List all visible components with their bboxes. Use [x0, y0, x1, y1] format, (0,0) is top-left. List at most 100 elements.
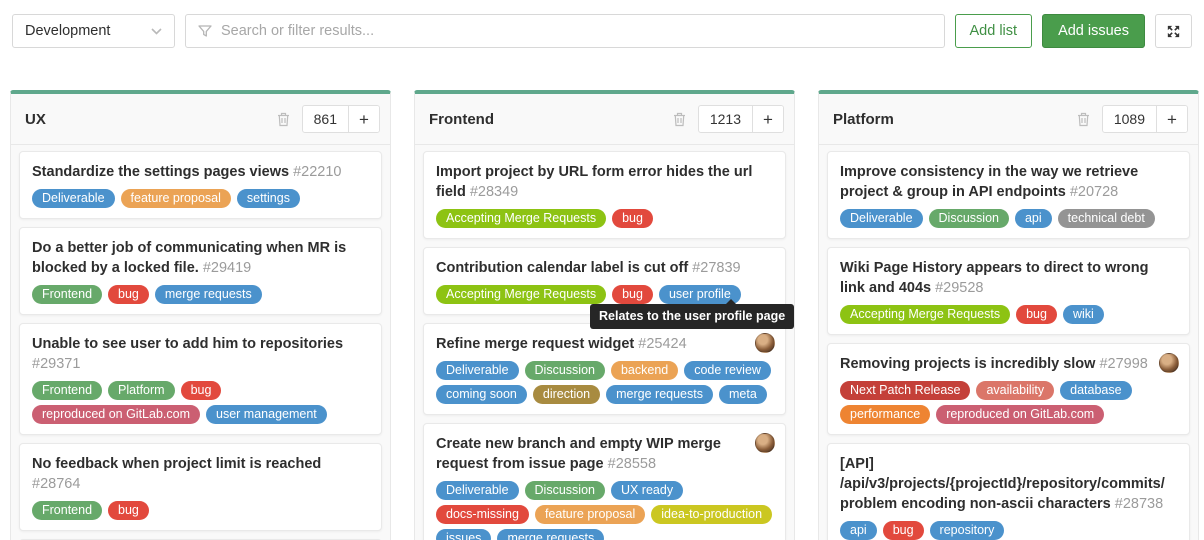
issue-number: #27839 — [692, 260, 741, 276]
card-list[interactable]: Import project by URL form error hides t… — [415, 145, 794, 540]
issue-label[interactable]: meta — [718, 385, 767, 404]
issue-label[interactable]: Frontend — [32, 501, 103, 520]
issue-label[interactable]: Frontend — [32, 285, 103, 304]
issue-label[interactable]: Deliverable — [436, 481, 519, 500]
issue-label[interactable]: bug — [882, 521, 924, 540]
card[interactable]: Wiki Page History appears to direct to w… — [827, 247, 1190, 335]
card-title-row: Import project by URL form error hides t… — [436, 162, 773, 202]
card[interactable]: Standardize the settings pages views #22… — [19, 151, 382, 219]
issue-label[interactable]: code review — [684, 361, 771, 380]
issue-number: #28349 — [469, 184, 519, 200]
issue-label[interactable]: Platform — [108, 381, 175, 400]
assignee-avatar — [755, 433, 775, 453]
card[interactable]: Create new branch and empty WIP merge re… — [423, 423, 786, 540]
issue-label[interactable]: Accepting Merge Requests — [840, 305, 1011, 324]
card[interactable]: [API] /api/v3/projects/{projectId}/repos… — [827, 443, 1190, 540]
issue-label[interactable]: direction — [532, 385, 601, 404]
issue-label[interactable]: idea-to-production — [651, 505, 773, 524]
issue-label[interactable]: Frontend — [32, 381, 103, 400]
delete-list-button[interactable] — [671, 110, 688, 129]
issue-label[interactable]: repository — [929, 521, 1005, 540]
issue-label[interactable]: issues — [436, 529, 492, 540]
issue-label[interactable]: reproduced on GitLab.com — [32, 405, 201, 424]
issue-label[interactable]: Accepting Merge Requests — [436, 285, 607, 304]
issue-number: #29371 — [32, 356, 81, 372]
card-title: Create new branch and empty WIP merge re… — [436, 436, 721, 472]
add-issues-button[interactable]: Add issues — [1042, 14, 1145, 48]
label-list: Accepting Merge Requests bug wiki — [840, 305, 1177, 324]
search-bar[interactable] — [185, 14, 945, 48]
board-switcher-value: Development — [25, 23, 111, 39]
issue-label[interactable]: bug — [612, 285, 653, 304]
issue-label[interactable]: Deliverable — [436, 361, 519, 380]
search-input[interactable] — [221, 23, 932, 39]
issue-label[interactable]: database — [1060, 381, 1132, 400]
issue-label[interactable]: technical debt — [1057, 209, 1155, 228]
fullscreen-button[interactable] — [1155, 14, 1192, 48]
add-list-button[interactable]: Add list — [954, 14, 1033, 48]
card-title-row: Improve consistency in the way we retrie… — [840, 162, 1177, 202]
issue-label[interactable]: backend — [610, 361, 679, 380]
issue-label[interactable]: docs-missing — [436, 505, 529, 524]
add-issue-button[interactable]: + — [1157, 106, 1187, 132]
card-title: Improve consistency in the way we retrie… — [840, 164, 1139, 200]
add-issue-button[interactable]: + — [753, 106, 783, 132]
issue-label[interactable]: wiki — [1062, 305, 1104, 324]
issue-number: #27998 — [1099, 356, 1148, 372]
delete-list-button[interactable] — [275, 110, 292, 129]
issue-label[interactable]: Deliverable — [32, 189, 115, 208]
issue-label[interactable]: bug — [180, 381, 222, 400]
issue-label[interactable]: Deliverable — [840, 209, 923, 228]
issue-label[interactable]: reproduced on GitLab.com — [936, 405, 1105, 424]
issue-label[interactable]: Discussion — [928, 209, 1009, 228]
delete-list-button[interactable] — [1075, 110, 1092, 129]
issue-label[interactable]: bug — [108, 285, 149, 304]
issue-label[interactable]: merge requests — [606, 385, 713, 404]
issue-label[interactable]: UX ready — [610, 481, 684, 500]
column-count: 1213 — [699, 106, 753, 132]
issue-label[interactable]: bug — [612, 209, 653, 228]
issue-label[interactable]: availability — [976, 381, 1055, 400]
issue-label[interactable]: merge requests — [154, 285, 262, 304]
issue-label[interactable]: feature proposal — [534, 505, 646, 524]
issue-label[interactable]: Discussion — [524, 361, 605, 380]
issue-label[interactable]: Discussion — [524, 481, 605, 500]
issue-label[interactable]: user profile — [658, 285, 741, 304]
issue-label[interactable]: Next Patch Release — [840, 381, 971, 400]
column-title: Frontend — [429, 110, 494, 128]
add-issue-button[interactable]: + — [349, 106, 379, 132]
card-list[interactable]: Standardize the settings pages views #22… — [11, 145, 390, 540]
issue-label[interactable]: performance — [840, 405, 931, 424]
card[interactable]: Refine merge request widget #25424 Deliv… — [423, 323, 786, 415]
card-title-row: Standardize the settings pages views #22… — [32, 162, 369, 182]
issue-number: #25424 — [638, 336, 687, 352]
issue-number: #28558 — [607, 456, 657, 472]
label-list: Accepting Merge Requests bug user profil… — [436, 285, 773, 304]
issue-label[interactable]: user management — [206, 405, 327, 424]
board: UX 861 + Standardize the settings pages — [0, 90, 1204, 540]
label-list: Accepting Merge Requests bug — [436, 209, 773, 228]
tooltip-text: Relates to the user profile page — [599, 309, 786, 323]
issue-label[interactable]: bug — [1016, 305, 1057, 324]
card-list[interactable]: Improve consistency in the way we retrie… — [819, 145, 1198, 540]
issue-label[interactable]: bug — [108, 501, 149, 520]
issue-label[interactable]: feature proposal — [120, 189, 231, 208]
issue-label[interactable]: merge requests — [497, 529, 605, 540]
issue-number: #22210 — [293, 164, 342, 180]
board-switcher-dropdown[interactable]: Development — [12, 14, 175, 48]
board-toolbar: Development Add list Add issues — [0, 0, 1204, 48]
card[interactable]: Improve consistency in the way we retrie… — [827, 151, 1190, 239]
card[interactable]: No feedback when project limit is reache… — [19, 443, 382, 531]
issue-label[interactable]: api — [840, 521, 877, 540]
card[interactable]: Do a better job of communicating when MR… — [19, 227, 382, 315]
issue-label[interactable]: settings — [236, 189, 300, 208]
issue-label[interactable]: api — [1014, 209, 1052, 228]
card-title: Standardize the settings pages views — [32, 164, 290, 180]
issue-label[interactable]: Accepting Merge Requests — [436, 209, 607, 228]
label-list: Frontend bug merge requests — [32, 285, 369, 304]
issue-label[interactable]: coming soon — [436, 385, 527, 404]
card[interactable]: Removing projects is incredibly slow #27… — [827, 343, 1190, 435]
card[interactable]: Unable to see user to add him to reposit… — [19, 323, 382, 435]
card[interactable]: Import project by URL form error hides t… — [423, 151, 786, 239]
issue-counter: 861 + — [301, 105, 380, 133]
